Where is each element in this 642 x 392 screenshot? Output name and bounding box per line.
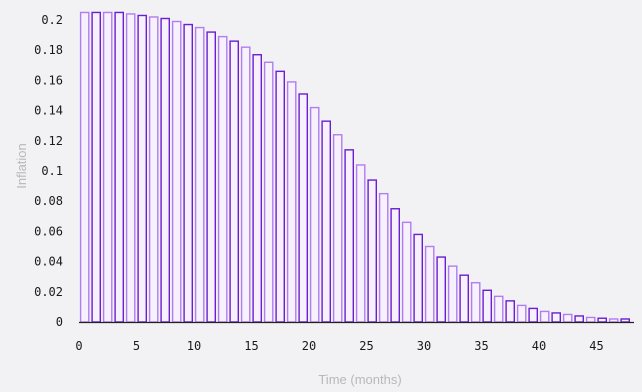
- x-tick-label: 5: [133, 339, 140, 353]
- y-tick-label: 0.18: [34, 43, 63, 57]
- bar: [424, 245, 435, 323]
- x-axis-title: Time (months): [318, 372, 401, 387]
- bar: [240, 46, 251, 323]
- x-tick-label: 10: [187, 339, 201, 353]
- x-tick-label: 20: [302, 339, 316, 353]
- bar: [436, 256, 447, 323]
- bar: [574, 315, 584, 323]
- bar: [585, 316, 596, 323]
- y-tick-label: 0.14: [34, 104, 63, 118]
- bar: [194, 26, 205, 323]
- bar: [252, 54, 263, 323]
- y-axis-title: Inflation: [14, 143, 29, 189]
- x-tick-label: 40: [532, 339, 546, 353]
- bar: [91, 11, 101, 323]
- bar: [505, 300, 516, 323]
- bar: [160, 17, 171, 323]
- bar: [482, 289, 493, 323]
- bar: [413, 233, 424, 323]
- x-tick-label: 25: [359, 339, 373, 353]
- bar: [309, 106, 320, 323]
- bar: [286, 81, 297, 323]
- bar: [401, 221, 412, 323]
- bar: [137, 14, 148, 323]
- bar: [321, 120, 332, 323]
- bars-group: [79, 11, 630, 323]
- bar: [148, 16, 159, 323]
- bar: [183, 23, 194, 323]
- bar: [171, 20, 182, 323]
- bar: [597, 317, 607, 323]
- bar: [470, 282, 481, 323]
- y-tick-labels: 0 0.02 0.04 0.06 0.08 0.1 0.12 0.14 0.16 0.18 0.2: [34, 13, 63, 329]
- x-tick-labels: 0 5 10 15 20 25 30 35 40 45: [75, 339, 603, 353]
- bar: [125, 13, 136, 323]
- y-tick-label: 0.02: [34, 285, 63, 299]
- bar: [206, 31, 217, 323]
- bar: [551, 312, 561, 323]
- bar: [493, 295, 504, 323]
- bar: [217, 35, 228, 323]
- bar: [102, 11, 113, 323]
- y-tick-label: 0.12: [34, 134, 63, 148]
- y-tick-label: 0.06: [34, 224, 63, 238]
- bar: [378, 192, 389, 323]
- bar: [539, 310, 550, 323]
- y-tick-label: 0.04: [34, 255, 63, 269]
- x-tick-label: 0: [75, 339, 82, 353]
- bar: [528, 307, 538, 323]
- y-tick-label: 0: [56, 315, 63, 329]
- bar: [355, 164, 366, 323]
- bar: [263, 61, 274, 323]
- x-tick-label: 15: [244, 339, 258, 353]
- x-tick-label: 30: [417, 339, 431, 353]
- bar: [229, 40, 240, 323]
- bar: [562, 313, 573, 323]
- bar: [275, 70, 286, 323]
- bar: [459, 274, 470, 323]
- x-tick-label: 35: [474, 339, 488, 353]
- y-tick-label: 0.08: [34, 194, 63, 208]
- bar: [390, 208, 401, 323]
- y-tick-label: 0.1: [41, 164, 63, 178]
- x-tick-label: 45: [589, 339, 603, 353]
- bar: [298, 93, 309, 323]
- bar: [79, 11, 90, 323]
- bar: [344, 149, 355, 323]
- y-tick-label: 0.16: [34, 73, 63, 87]
- y-tick-label: 0.2: [41, 13, 63, 27]
- bar: [608, 318, 619, 323]
- bar: [516, 304, 527, 323]
- bar: [620, 318, 630, 323]
- bar: [367, 179, 378, 323]
- bar: [332, 134, 343, 323]
- bar: [114, 11, 124, 323]
- bar: [447, 265, 458, 323]
